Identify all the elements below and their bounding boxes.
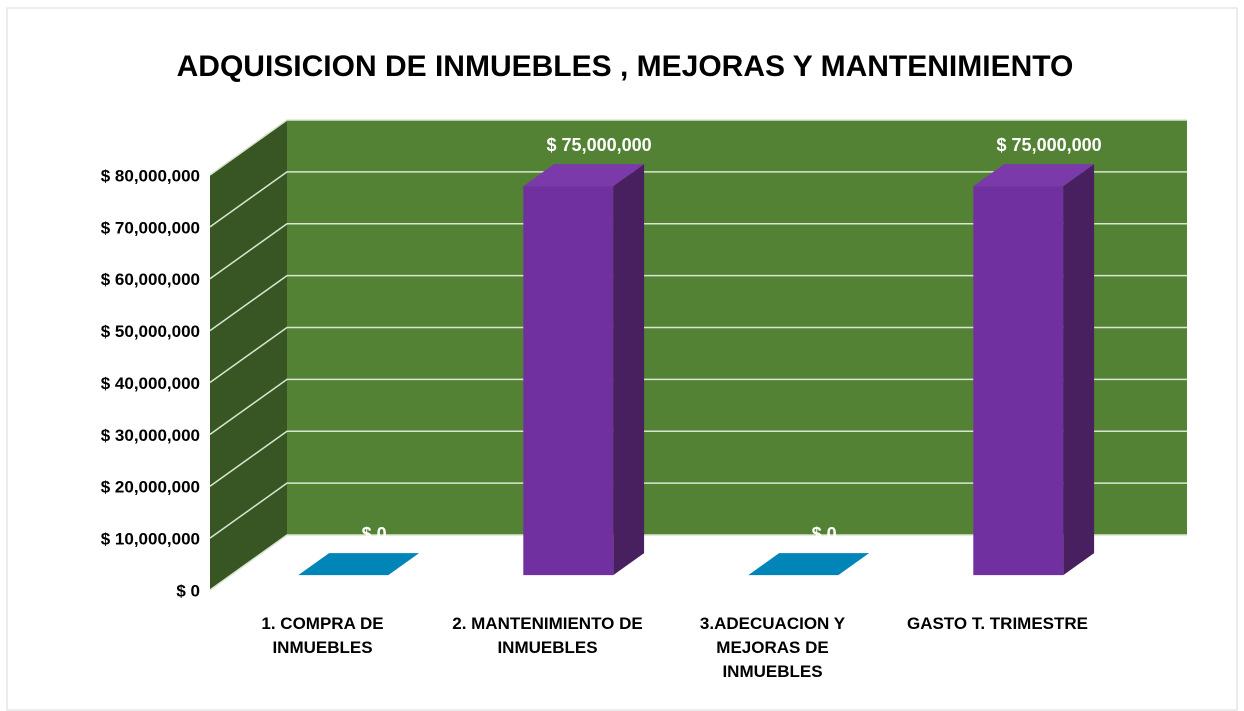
- grid-line: [209, 534, 1187, 591]
- y-tick-label: $ 60,000,000: [101, 270, 200, 289]
- bar-top: [298, 553, 420, 576]
- bar-top: [748, 553, 870, 576]
- bar-side: [1063, 164, 1095, 576]
- data-label: $ 75,000,000: [547, 135, 652, 155]
- bar-top: [523, 164, 645, 187]
- data-label: $ 75,000,000: [997, 135, 1102, 155]
- bar: [298, 553, 420, 576]
- grid-line: [209, 378, 1187, 435]
- grid-line: [209, 119, 1187, 176]
- y-tick-label: $ 0: [176, 581, 200, 600]
- data-label: $ 0: [362, 524, 387, 544]
- y-tick-label: $ 80,000,000: [101, 166, 200, 185]
- grid-line: [209, 430, 1187, 487]
- grid-line: [209, 274, 1187, 332]
- bar: [523, 164, 645, 576]
- y-tick-label: $ 50,000,000: [101, 322, 200, 341]
- bar: [973, 164, 1095, 576]
- bar: [748, 553, 870, 576]
- y-tick-label: $ 10,000,000: [101, 530, 200, 549]
- bar-top: [973, 164, 1095, 187]
- y-tick-label: $ 70,000,000: [101, 218, 200, 237]
- data-label: $ 0: [812, 524, 837, 544]
- bar-front: [523, 186, 614, 576]
- bar-side: [613, 164, 645, 576]
- grid-line: [209, 171, 1187, 228]
- grid-line: [209, 223, 1187, 280]
- grid-line: [209, 482, 1187, 539]
- x-tick-label: 2. MANTENIMIENTO DE INMUEBLES: [452, 614, 643, 657]
- grid-line: [209, 326, 1187, 384]
- x-tick-label: 3.ADECUACION Y MEJORAS DE INMUEBLES: [699, 614, 846, 681]
- y-tick-label: $ 30,000,000: [101, 426, 200, 445]
- bar-front: [973, 186, 1064, 576]
- y-tick-label: $ 40,000,000: [101, 374, 200, 393]
- x-tick-label: 1. COMPRA DE INMUEBLES: [261, 614, 384, 657]
- chart-title: ADQUISICION DE INMUEBLES , MEJORAS Y MAN…: [177, 50, 1074, 83]
- y-tick-label: $ 20,000,000: [101, 478, 200, 497]
- x-tick-label: GASTO T. TRIMESTRE: [906, 614, 1089, 633]
